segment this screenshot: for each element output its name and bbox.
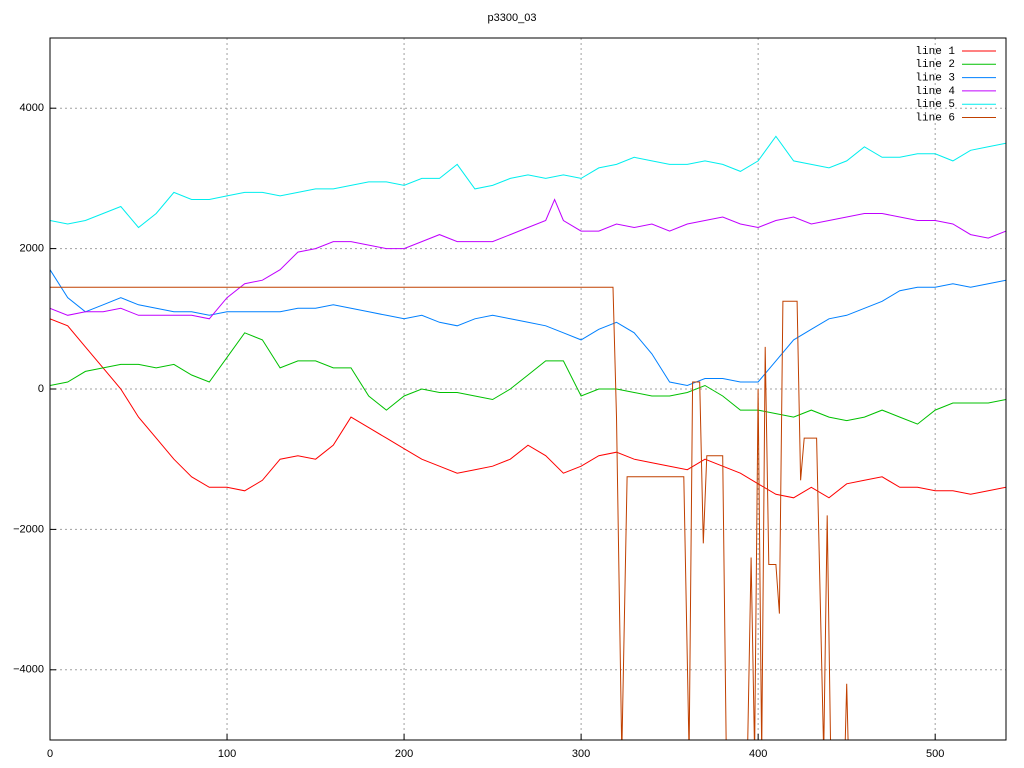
y-tick-label: 0 [38,383,44,395]
x-tick-label: 400 [749,748,767,760]
x-tick-label: 300 [572,748,590,760]
y-tick-label: −4000 [13,664,44,676]
y-tick-label: −2000 [13,523,44,535]
x-tick-label: 500 [926,748,944,760]
legend-label: line 6 [915,112,955,124]
plot-lines [50,135,1006,740]
series-line [50,332,1006,425]
y-tick-label: 4000 [20,102,44,114]
x-tick-label: 200 [395,748,413,760]
x-tick-label: 0 [47,748,53,760]
y-tick-label: 2000 [20,243,44,255]
series-line [50,318,1006,499]
chart-title: p3300_03 [488,12,537,24]
legend-label: line 3 [915,73,955,85]
x-tick-label: 100 [218,748,236,760]
series-line [50,135,1006,229]
legend-label: line 1 [915,46,955,58]
series-line [50,269,1006,387]
legend-label: line 5 [915,99,955,111]
series-line [50,198,1006,320]
series-line [50,286,849,740]
legend-label: line 2 [915,59,955,71]
legend-label: line 4 [915,86,955,98]
plot-frame [49,37,1007,741]
